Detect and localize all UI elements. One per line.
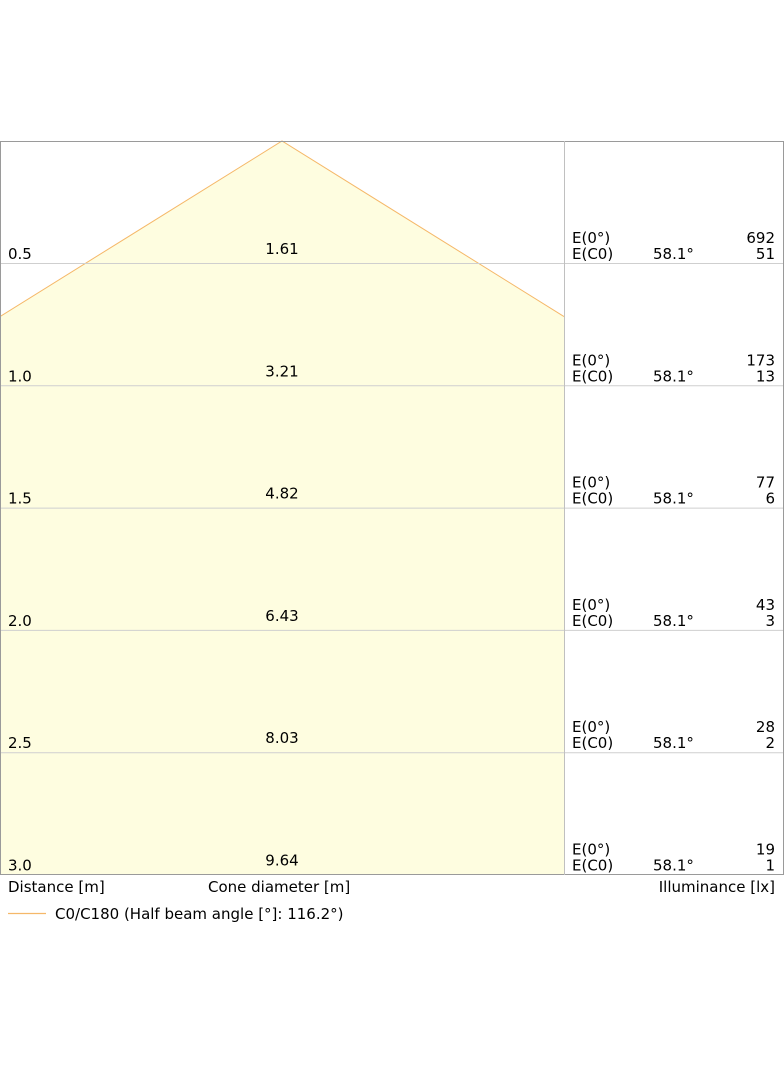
angle-value: 58.1° xyxy=(653,490,694,508)
e0-value: 77 xyxy=(756,474,775,492)
ec0-label: E(C0) xyxy=(572,857,613,875)
cone-diameter-value: 9.64 xyxy=(265,852,298,870)
cone-diameter-value: 6.43 xyxy=(265,607,298,625)
distance-value: 0.5 xyxy=(8,245,32,263)
distance-value: 1.0 xyxy=(8,367,32,385)
ec0-label: E(C0) xyxy=(572,612,613,630)
distance-row: 3.0 9.64 E(0°)E(C0) 58.1° 191 xyxy=(8,841,775,875)
e0-label: E(0°) xyxy=(572,718,610,736)
ec0-value: 2 xyxy=(765,734,775,752)
legend-label: C0/C180 (Half beam angle [°]: 116.2°) xyxy=(55,905,344,923)
ec0-label: E(C0) xyxy=(572,245,613,263)
ec0-label: E(C0) xyxy=(572,734,613,752)
distance-row: 2.5 8.03 E(0°)E(C0) 58.1° 282 xyxy=(8,718,775,752)
angle-value: 58.1° xyxy=(653,367,694,385)
e0-label: E(0°) xyxy=(572,596,610,614)
distance-row: 1.5 4.82 E(0°)E(C0) 58.1° 776 xyxy=(8,474,775,508)
distance-row: 2.0 6.43 E(0°)E(C0) 58.1° 433 xyxy=(8,596,775,630)
e0-value: 692 xyxy=(746,229,775,247)
angle-value: 58.1° xyxy=(653,612,694,630)
cone-diameter-value: 1.61 xyxy=(265,240,298,258)
distance-value: 2.0 xyxy=(8,612,32,630)
cone-diameter-label: Cone diameter [m] xyxy=(208,878,350,896)
distance-value: 2.5 xyxy=(8,734,32,752)
cone-diameter-value: 8.03 xyxy=(265,729,298,747)
ec0-value: 1 xyxy=(765,857,775,875)
angle-value: 58.1° xyxy=(653,857,694,875)
cone-diameter-value: 3.21 xyxy=(265,362,298,380)
e0-value: 173 xyxy=(746,351,775,369)
distance-value: 1.5 xyxy=(8,490,32,508)
cone-diameter-value: 4.82 xyxy=(265,485,298,503)
e0-value: 43 xyxy=(756,596,775,614)
illuminance-label: Illuminance [lx] xyxy=(659,878,775,896)
distance-axis-label: Distance [m] xyxy=(8,878,105,896)
ec0-value: 13 xyxy=(756,367,775,385)
angle-value: 58.1° xyxy=(653,734,694,752)
grid-lines xyxy=(0,263,784,754)
e0-value: 28 xyxy=(756,718,775,736)
e0-label: E(0°) xyxy=(572,841,610,859)
ec0-label: E(C0) xyxy=(572,490,613,508)
e0-label: E(0°) xyxy=(572,229,610,247)
ec0-value: 6 xyxy=(765,490,775,508)
e0-value: 19 xyxy=(756,841,775,859)
distance-value: 3.0 xyxy=(8,857,32,875)
ec0-value: 51 xyxy=(756,245,775,263)
ec0-label: E(C0) xyxy=(572,367,613,385)
e0-label: E(0°) xyxy=(572,351,610,369)
ec0-value: 3 xyxy=(765,612,775,630)
angle-value: 58.1° xyxy=(653,245,694,263)
e0-label: E(0°) xyxy=(572,474,610,492)
